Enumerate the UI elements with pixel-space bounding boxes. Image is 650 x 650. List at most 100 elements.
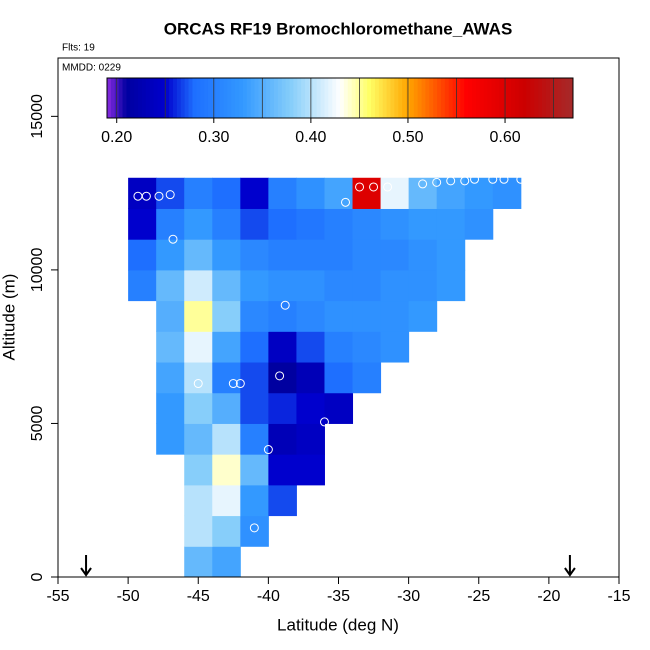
field-cell (184, 239, 213, 271)
field-cell (408, 269, 438, 302)
x-tick-label: -40 (257, 588, 280, 605)
field-cell (380, 269, 410, 302)
colorbar-swatch (351, 78, 357, 118)
colorbar-swatch (336, 78, 341, 118)
x-tick-label: -45 (187, 588, 210, 605)
colorbar-swatch (285, 78, 291, 118)
colorbar-swatch (118, 78, 124, 118)
colorbar-swatch (227, 78, 232, 118)
field-cell (268, 300, 297, 332)
y-tick-label: 0 (29, 572, 46, 581)
field-cell (212, 177, 241, 209)
colorbar-swatch (235, 78, 240, 118)
colorbar-swatch (417, 78, 423, 118)
field-cell (240, 177, 269, 209)
colorbar-swatch (281, 78, 287, 118)
colorbar-swatch (138, 78, 143, 118)
colorbar-swatch (301, 78, 306, 118)
field-cell (268, 331, 297, 363)
field-cell (184, 208, 213, 240)
field-cell (408, 208, 438, 240)
colorbar-swatch (472, 78, 477, 118)
field-cell (184, 177, 213, 209)
colorbar-swatch (180, 78, 186, 118)
sample-point (470, 174, 480, 184)
field-cell (240, 454, 269, 486)
colorbar-swatch (374, 78, 380, 118)
sample-point (275, 371, 285, 381)
field-cell (268, 454, 297, 486)
colorbar-swatch (464, 78, 469, 118)
sample-point (263, 445, 273, 455)
colorbar-swatch (110, 78, 116, 118)
x-tick-label: -55 (46, 588, 69, 605)
colorbar-swatch (483, 78, 489, 118)
colorbar-swatch (277, 78, 283, 118)
colorbar-swatch (130, 78, 135, 118)
colorbar-swatch (219, 78, 224, 118)
sample-point (369, 182, 379, 192)
colorbar-swatch (165, 78, 170, 118)
field-cell (240, 362, 269, 394)
field-cell (268, 362, 297, 394)
colorbar-swatch (487, 78, 492, 118)
field-cell (212, 423, 241, 455)
field-cell (240, 269, 269, 302)
field-cell (240, 515, 269, 547)
colorbar-swatch (355, 78, 360, 118)
colorbar-swatch (250, 78, 256, 118)
colorbar-swatch (495, 78, 500, 118)
colorbar-swatch (534, 78, 539, 118)
x-tick-label: -20 (537, 588, 560, 605)
colorbar-swatch (126, 78, 131, 118)
field-cell (156, 177, 185, 209)
x-tick-label: -30 (397, 588, 420, 605)
colorbar-swatch (394, 78, 399, 118)
sample-point (154, 191, 164, 201)
colorbar-tick-label: 0.30 (198, 129, 229, 146)
colorbar-swatch (207, 78, 213, 118)
colorbar-swatch (491, 78, 496, 118)
field-cell (184, 300, 213, 332)
field-cell (324, 269, 354, 302)
chart-title: ORCAS RF19 Bromochloromethane_AWAS (164, 19, 513, 38)
colorbar-swatch (122, 78, 127, 118)
colorbar-swatch (242, 78, 248, 118)
field-cell (380, 239, 410, 271)
colorbar-swatch (530, 78, 535, 118)
field-cell (212, 484, 241, 517)
field-cell (128, 208, 157, 240)
field-cell (324, 208, 354, 240)
colorbar-swatch (421, 78, 426, 118)
field-cell (268, 208, 297, 240)
colorbar-swatch (499, 78, 504, 118)
colorbar-swatch (549, 78, 555, 118)
colorbar-swatch (518, 78, 524, 118)
field-cell (184, 362, 213, 394)
y-axis-label: Altitude (m) (0, 274, 18, 361)
sample-point (249, 523, 259, 533)
field-cell (240, 300, 269, 332)
sample-point (341, 197, 351, 207)
colorbar-swatch (246, 78, 252, 118)
colorbar-swatch (475, 78, 481, 118)
field-cell (296, 454, 325, 486)
field-cell (324, 392, 354, 424)
field-cell (240, 331, 269, 363)
colorbar-swatch (510, 78, 516, 118)
field-cell (156, 239, 185, 271)
colorbar-swatch (176, 78, 182, 118)
colorbar-swatch (145, 78, 151, 118)
colorbar-swatch (409, 78, 415, 118)
colorbar-tick-label: 0.40 (295, 129, 326, 146)
colorbar-swatch (169, 78, 174, 118)
sample-point (418, 179, 428, 189)
colorbar-swatch (398, 78, 403, 118)
colorbar-tick-label: 0.50 (392, 129, 423, 146)
sample-point (383, 182, 393, 192)
field-cell (352, 362, 382, 394)
sample-point (446, 176, 456, 186)
field-cell (296, 177, 325, 209)
field-cell (436, 239, 466, 271)
colorbar-swatch (553, 78, 558, 118)
